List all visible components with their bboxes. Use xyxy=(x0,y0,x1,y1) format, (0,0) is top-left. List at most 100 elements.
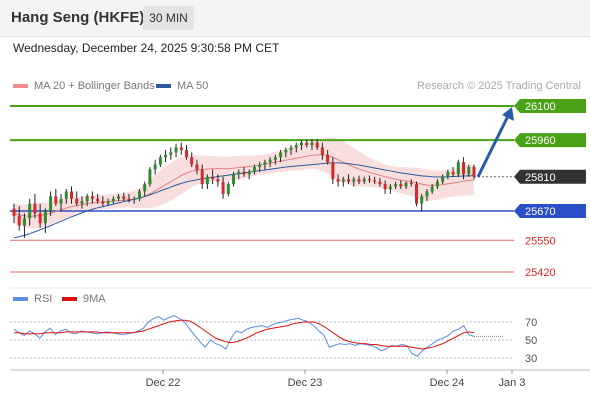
candle xyxy=(263,159,267,170)
candle-body xyxy=(148,169,152,185)
rsi-tick-30: 30 xyxy=(525,353,537,365)
candle xyxy=(179,142,183,155)
candle-body xyxy=(96,198,100,202)
candle-body xyxy=(158,157,162,165)
candle xyxy=(64,189,68,204)
level-tag-25960 xyxy=(514,133,586,148)
legend-bollinger: MA 20 + Bollinger Bands xyxy=(13,80,155,92)
candle-body xyxy=(43,210,47,224)
candle xyxy=(43,208,47,233)
candle xyxy=(49,191,53,216)
candle xyxy=(190,152,194,168)
candle xyxy=(33,193,37,219)
candle xyxy=(75,191,79,207)
candle-body xyxy=(232,174,236,185)
candle-body xyxy=(101,201,105,204)
timeframe-button[interactable]: 30 MIN xyxy=(143,6,194,30)
candle-body xyxy=(456,162,460,175)
level-label-25550: 25550 xyxy=(525,235,556,247)
level-label-25670: 25670 xyxy=(525,206,556,218)
candle xyxy=(472,164,476,180)
candle xyxy=(85,193,89,207)
candle-body xyxy=(174,147,178,153)
candle xyxy=(59,193,63,211)
forecast-arrowhead xyxy=(502,107,514,121)
candle-body xyxy=(294,145,298,148)
candle xyxy=(122,192,126,202)
candle-body xyxy=(54,196,58,204)
candle-body xyxy=(300,142,303,146)
candle xyxy=(336,174,340,187)
candle-body xyxy=(341,179,345,182)
candle-body xyxy=(205,176,209,185)
legend-rsi-ma: 9MA xyxy=(62,293,106,305)
candle-body xyxy=(211,176,215,180)
candle xyxy=(106,198,110,207)
candle xyxy=(12,203,16,224)
candle-body xyxy=(153,164,157,170)
candle xyxy=(211,169,215,185)
candle xyxy=(404,181,408,189)
candle-body xyxy=(247,171,251,175)
candle-body xyxy=(237,171,241,175)
ma50-swatch xyxy=(156,84,171,88)
forecast-arrow-shaft xyxy=(476,115,510,178)
candle xyxy=(326,149,330,165)
rsi-ma-label: 9MA xyxy=(83,293,106,305)
candle xyxy=(367,175,371,183)
candle-body xyxy=(49,196,53,211)
level-label-26100: 26100 xyxy=(525,101,556,113)
candle xyxy=(242,167,246,177)
candle xyxy=(388,184,392,194)
candle-body xyxy=(106,201,110,204)
candle-body xyxy=(252,167,256,172)
candle xyxy=(22,213,26,238)
candle-body xyxy=(143,184,147,192)
candle-body xyxy=(216,179,220,182)
bollinger-band xyxy=(14,137,474,229)
candle-body xyxy=(435,181,439,187)
candle-body xyxy=(409,182,413,185)
candle-body xyxy=(357,179,361,182)
instrument-title: Hang Seng (HKFE) xyxy=(11,9,145,26)
candle xyxy=(90,191,94,204)
candle xyxy=(347,174,351,185)
candle xyxy=(132,196,136,204)
candle-body xyxy=(122,196,126,199)
candle xyxy=(394,181,398,189)
candle-body xyxy=(420,196,424,204)
candle xyxy=(331,157,335,185)
candle-body xyxy=(472,167,476,177)
candle-body xyxy=(273,157,277,160)
candle-body xyxy=(268,159,272,163)
candle xyxy=(435,179,439,189)
candle xyxy=(268,157,272,168)
candle xyxy=(462,157,466,180)
candle xyxy=(164,149,168,163)
candle-body xyxy=(90,196,94,199)
candle-body xyxy=(200,169,204,185)
candle-body xyxy=(17,215,21,226)
x-tick-label: Dec 23 xyxy=(288,377,323,389)
candle-body xyxy=(164,154,168,158)
candle-body xyxy=(462,162,466,175)
candle xyxy=(362,176,366,185)
candle xyxy=(237,169,241,180)
candle xyxy=(169,147,173,160)
candle xyxy=(467,164,471,177)
rsi-ma-swatch xyxy=(62,297,77,301)
candle-body xyxy=(137,191,141,199)
candle-body xyxy=(80,201,84,204)
candle xyxy=(70,186,73,204)
candle-body xyxy=(284,149,288,153)
candle-body xyxy=(279,152,283,158)
candle xyxy=(205,174,209,189)
candle-body xyxy=(367,179,371,181)
candle xyxy=(143,181,147,197)
candle xyxy=(430,184,434,194)
candle-body xyxy=(352,179,356,182)
level-label-25420: 25420 xyxy=(525,267,556,279)
candle-body xyxy=(127,198,131,200)
level-tag-25810 xyxy=(514,169,586,184)
